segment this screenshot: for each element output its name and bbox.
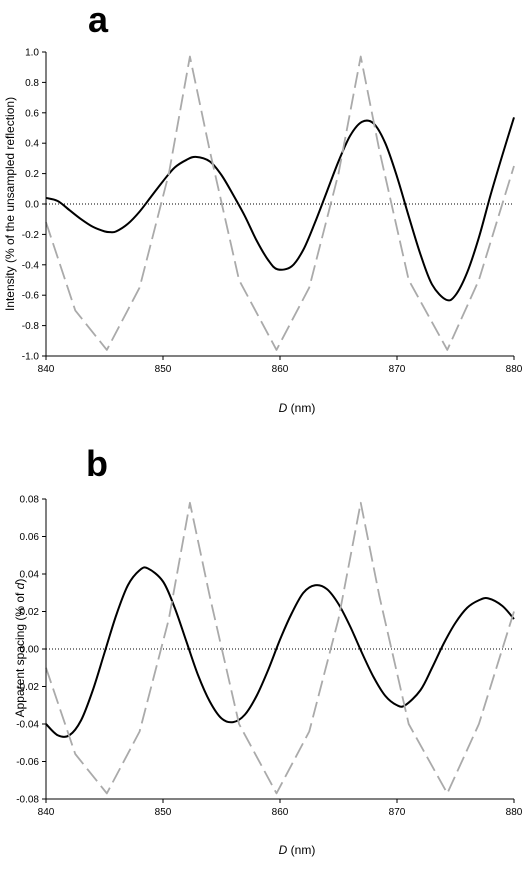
- y-tick-label: 0.8: [25, 78, 39, 89]
- y-tick-label: -0.02: [16, 682, 39, 693]
- x-tick-label: 850: [155, 807, 172, 818]
- y-tick-label: 0.02: [20, 607, 40, 618]
- y-tick-label: -0.06: [16, 757, 39, 768]
- x-tick-label: 880: [506, 364, 523, 375]
- y-tick-label: -0.4: [22, 260, 40, 271]
- x-tick-label: 870: [389, 807, 406, 818]
- chart-intensity: 1.0 0.8 0.6 0.4 0.2 0.0 -0.2 -0.4 -0.6 -0.8 -1.084…: [3, 48, 523, 416]
- panel-label-b: b: [86, 443, 108, 484]
- x-axis-label: D (nm): [279, 401, 316, 415]
- x-axis-label: D (nm): [279, 843, 316, 857]
- y-tick-label: 0.04: [20, 570, 40, 581]
- series-solid-line: [45, 117, 515, 302]
- x-tick-label: 870: [389, 364, 406, 375]
- y-tick-label: -1.0: [22, 352, 40, 363]
- series-dashed-line: [45, 501, 515, 795]
- x-tick-label: 860: [272, 807, 289, 818]
- y-tick-label: 0.2: [25, 169, 39, 180]
- y-tick-label: -0.08: [16, 795, 39, 806]
- y-tick-label: -0.2: [22, 230, 40, 241]
- y-axis-label: Intensity (% of the unsampled reflection…: [3, 97, 17, 311]
- y-tick-label: -0.6: [22, 291, 40, 302]
- y-axis-label: Apparent spacing (% of d): [13, 579, 27, 718]
- chart-apparent-spacing: 0.08 0.06 0.04 0.02 0.00 -0.02 -0.04 -0.06 -0.08…: [13, 495, 523, 858]
- y-tick-label: 0.06: [20, 532, 40, 543]
- x-tick-label: 880: [506, 807, 523, 818]
- y-tick-label: 0.08: [20, 495, 40, 506]
- x-tick-label: 840: [38, 364, 55, 375]
- y-tick-label: 0.00: [20, 645, 40, 656]
- y-tick-label: 1.0: [25, 48, 39, 59]
- y-tick-label: 0.0: [25, 200, 39, 211]
- y-tick-label: 0.4: [25, 139, 39, 150]
- panel-label-a: a: [88, 0, 109, 40]
- x-tick-label: 840: [38, 807, 55, 818]
- y-tick-label: -0.8: [22, 321, 40, 332]
- y-tick-label: 0.6: [25, 108, 39, 119]
- series-solid-line: [45, 566, 515, 738]
- x-tick-label: 850: [155, 364, 172, 375]
- y-tick-label: -0.04: [16, 720, 39, 731]
- x-tick-label: 860: [272, 364, 289, 375]
- series-dashed-line: [45, 55, 515, 351]
